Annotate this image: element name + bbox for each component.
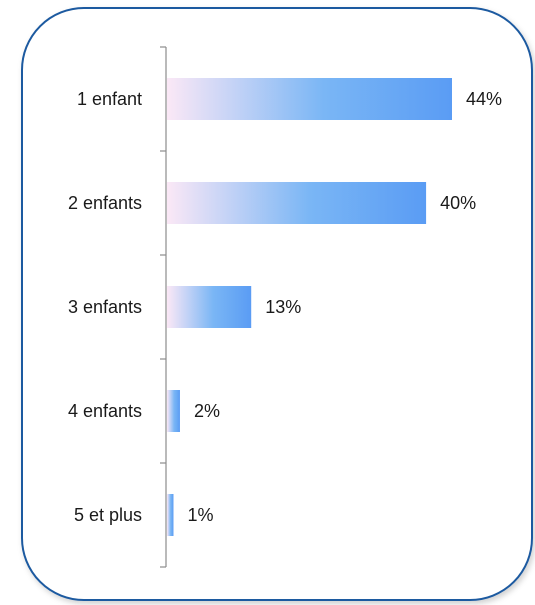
value-label: 13% (265, 297, 301, 317)
y-axis (160, 46, 167, 568)
value-label: 44% (466, 89, 502, 109)
bars (167, 78, 452, 536)
category-labels: 1 enfant 2 enfants 3 enfants 4 enfants 5 et … (68, 89, 142, 525)
chart-frame (21, 7, 533, 601)
value-label: 1% (187, 505, 213, 525)
bar (167, 286, 252, 328)
value-label: 40% (440, 193, 476, 213)
bar (167, 182, 427, 224)
value-labels: 44% 40% 13% 2% 1% (187, 89, 502, 525)
bar (167, 494, 174, 536)
bar (167, 78, 452, 120)
category-label: 3 enfants (68, 297, 142, 317)
category-label: 2 enfants (68, 193, 142, 213)
value-label: 2% (194, 401, 220, 421)
category-label: 5 et plus (74, 505, 142, 525)
category-label: 1 enfant (77, 89, 142, 109)
bar (167, 390, 180, 432)
category-label: 4 enfants (68, 401, 142, 421)
